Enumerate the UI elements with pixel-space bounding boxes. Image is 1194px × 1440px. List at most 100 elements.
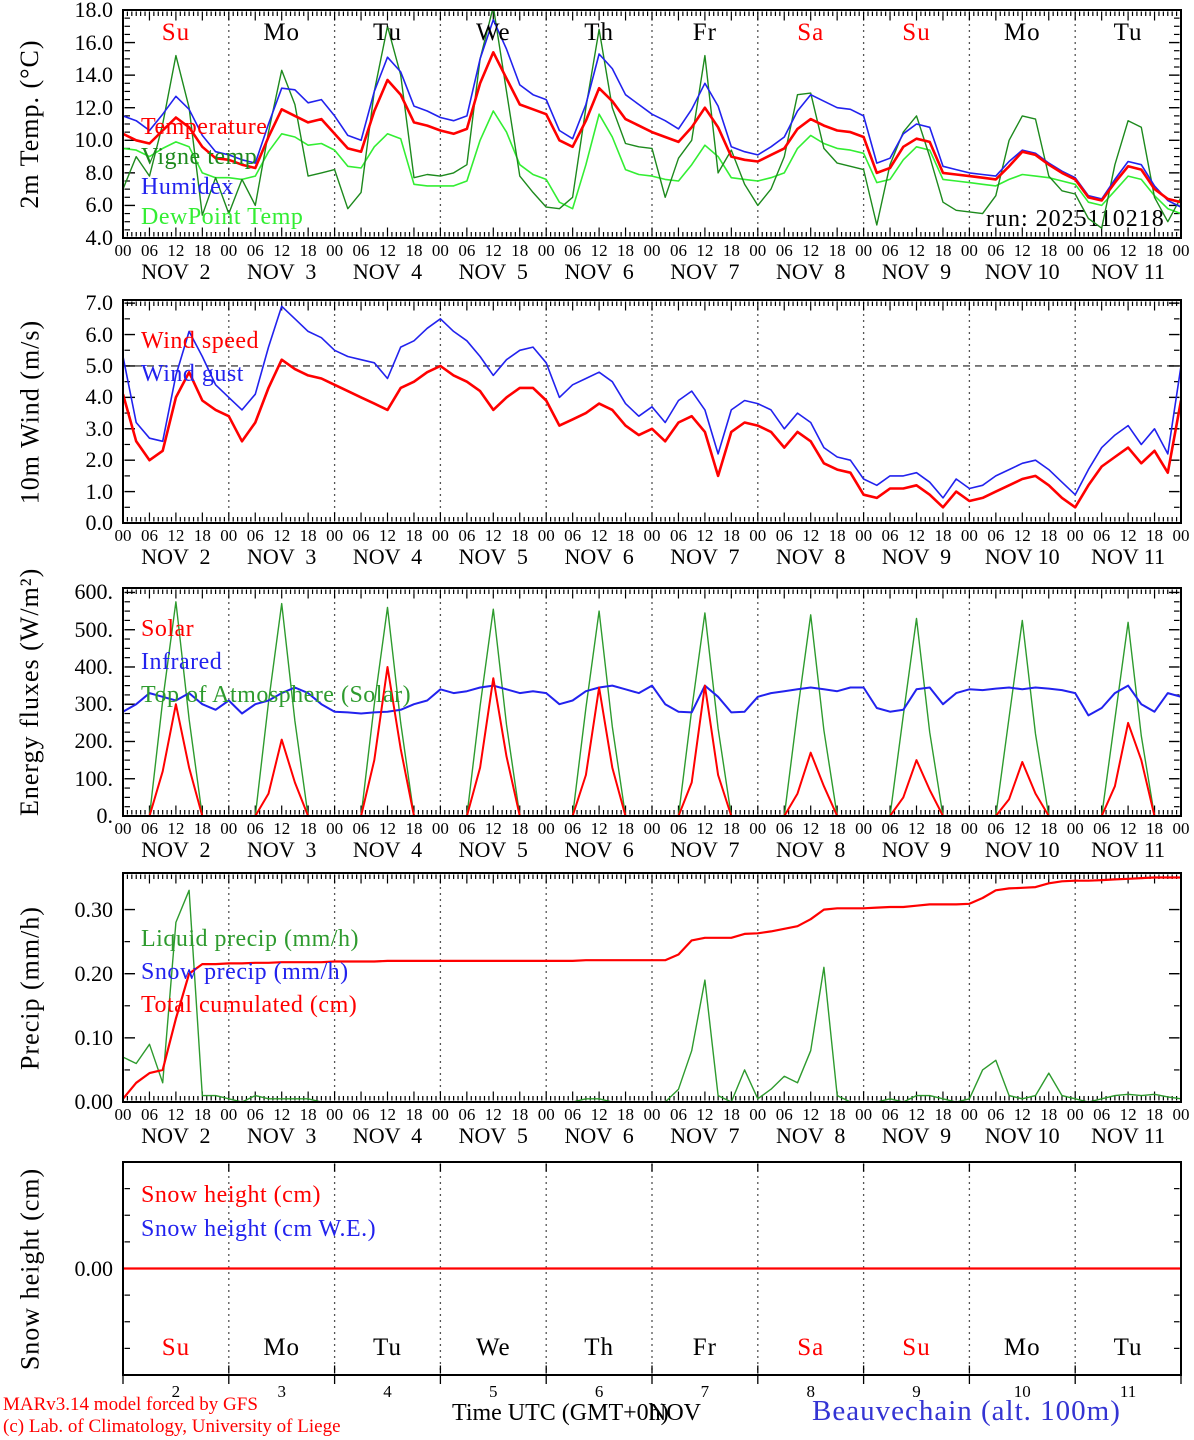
hour-tick-label: 18: [828, 1105, 846, 1124]
hour-tick-label: 00: [114, 819, 132, 838]
legend-solar: Solar: [141, 616, 195, 642]
weekday-label: Mo: [263, 1334, 301, 1361]
hour-tick-label: 00: [431, 819, 449, 838]
date-label: NOV 2: [141, 1123, 211, 1148]
hour-tick-label: 06: [881, 819, 899, 838]
y-tick-label: 600.: [74, 579, 114, 605]
hour-tick-label: 00: [431, 526, 449, 545]
hour-tick-label: 06: [669, 819, 687, 838]
weekday-label: Mo: [1003, 19, 1041, 46]
weekday-label: Th: [584, 1334, 614, 1361]
day-number-label: 7: [700, 1382, 710, 1401]
date-label: NOV 11: [1091, 1123, 1166, 1148]
hour-tick-label: 12: [167, 1105, 185, 1124]
hour-tick-label: 18: [1040, 819, 1058, 838]
series-solar: [123, 666, 1181, 816]
date-label: NOV 7: [670, 544, 740, 569]
day-number-label: 10: [1013, 1382, 1031, 1401]
hour-tick-label: 12: [273, 526, 291, 545]
hour-tick-label: 00: [643, 1105, 661, 1124]
hour-tick-label: 00: [749, 1105, 767, 1124]
hour-tick-label: 06: [564, 819, 582, 838]
y-tick-label: 0.20: [74, 960, 114, 986]
hour-tick-label: 06: [775, 819, 793, 838]
hour-tick-label: 12: [273, 241, 291, 260]
weekday-label: Su: [902, 19, 931, 46]
hour-tick-label: 00: [431, 241, 449, 260]
date-label: NOV 2: [141, 544, 211, 569]
panel-3-plot: Liquid precip (mm/h) Snow precip (mm/h) To…: [122, 872, 1182, 1103]
date-label: NOV 11: [1091, 259, 1166, 284]
hour-tick-label: 12: [1119, 241, 1137, 260]
hour-tick-label: 06: [1093, 1105, 1111, 1124]
hour-tick-label: 18: [193, 526, 211, 545]
hour-tick-label: 12: [1013, 241, 1031, 260]
legend-snow-precip-mm-h: Snow precip (mm/h): [141, 959, 349, 985]
date-label: NOV 5: [458, 544, 528, 569]
hour-tick-label: 18: [722, 1105, 740, 1124]
hour-tick-label: 18: [617, 819, 635, 838]
legend-wind-gust: Wind gust: [141, 361, 244, 387]
hour-tick-label: 06: [140, 241, 158, 260]
model-credit: MARv3.14 model forced by GFS: [3, 1394, 258, 1415]
date-label: NOV 8: [776, 544, 846, 569]
day-number-label: 2: [171, 1382, 181, 1401]
y-tick-label: 4.0: [85, 225, 114, 250]
date-label: NOV 6: [564, 1123, 634, 1148]
weekday-label: We: [475, 19, 511, 46]
y-tick-label: 0.00: [74, 1255, 114, 1281]
hour-tick-label: 12: [273, 819, 291, 838]
y-tick-label: 3.0: [85, 415, 114, 441]
hour-tick-label: 18: [193, 241, 211, 260]
y-tick-label: 6.0: [85, 321, 114, 347]
hour-tick-label: 18: [299, 241, 317, 260]
y-tick-label: 7.0: [85, 290, 114, 316]
y-tick-label: 2.0: [85, 447, 114, 473]
hour-tick-label: 18: [934, 819, 952, 838]
hour-tick-label: 18: [1146, 241, 1164, 260]
hour-tick-label: 18: [1146, 526, 1164, 545]
hour-tick-label: 06: [881, 241, 899, 260]
series-wind-speed: [123, 358, 1181, 509]
hour-tick-label: 12: [379, 1105, 396, 1124]
hour-tick-label: 00: [855, 819, 873, 838]
hour-tick-label: 12: [590, 819, 608, 838]
hour-tick-label: 12: [1013, 819, 1031, 838]
weekday-label: Th: [584, 19, 614, 46]
weekday-label: Mo: [1003, 1334, 1041, 1361]
hour-tick-label: 00: [1172, 819, 1190, 838]
hour-tick-label: 18: [828, 241, 846, 260]
day-number-label: 8: [806, 1382, 815, 1401]
hour-tick-label: 18: [299, 1105, 317, 1124]
date-label: NOV 3: [247, 837, 317, 862]
hour-tick-label: 06: [140, 819, 158, 838]
hour-tick-label: 00: [220, 241, 238, 260]
hour-tick-label: 00: [537, 819, 555, 838]
y-tick-label: 0.: [96, 803, 114, 828]
hour-tick-label: 12: [696, 819, 714, 838]
legend-total-cumulated-cm: Total cumulated (cm): [141, 992, 358, 1018]
series-infrared: [123, 684, 1181, 717]
time-axis-label: Time UTC (GMT+0h): [452, 1400, 669, 1426]
lab-credit: (c) Lab. of Climatology, University of L…: [3, 1416, 341, 1437]
hour-tick-label: 12: [696, 526, 714, 545]
hour-tick-label: 00: [749, 819, 767, 838]
weekday-label: Su: [161, 1334, 191, 1361]
hour-tick-label: 00: [326, 241, 344, 260]
legend-humidex: Humidex: [141, 174, 234, 200]
month-label: NOV: [649, 1400, 701, 1426]
hour-tick-label: 06: [564, 241, 582, 260]
date-label: NOV 10: [984, 837, 1060, 862]
y-tick-label: 1.0: [85, 478, 114, 504]
hour-tick-label: 00: [1066, 819, 1084, 838]
date-label: NOV 9: [881, 1123, 952, 1148]
hour-tick-label: 00: [960, 819, 978, 838]
hour-tick-label: 18: [299, 819, 317, 838]
legend-infrared: Infrared: [141, 649, 223, 675]
weekday-label: Su: [161, 19, 191, 46]
date-label: NOV 8: [776, 837, 846, 862]
hour-tick-label: 18: [511, 526, 529, 545]
hour-tick-label: 06: [564, 526, 582, 545]
hour-tick-label: 06: [458, 1105, 476, 1124]
hour-tick-label: 12: [484, 526, 502, 545]
